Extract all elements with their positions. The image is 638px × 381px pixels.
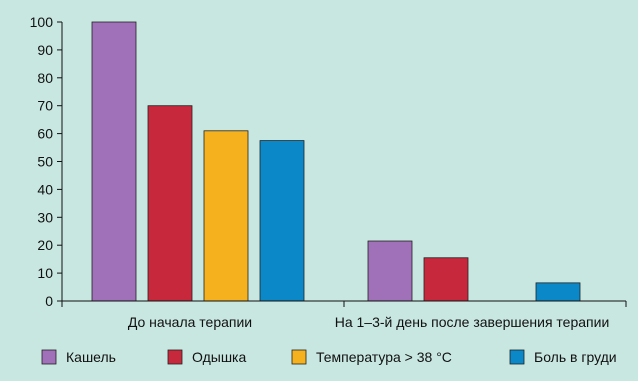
y-tick-label: 0 xyxy=(45,293,53,309)
y-tick-label: 80 xyxy=(37,70,53,86)
legend-swatch-4 xyxy=(509,349,525,365)
x-category-label: На 1–3-й день после завершения терапии xyxy=(335,314,610,330)
legend-label-3: Температура > 38 °C xyxy=(316,349,452,365)
y-tick-label: 10 xyxy=(37,265,53,281)
y-tick-label: 20 xyxy=(37,237,53,253)
legend-swatch-3 xyxy=(291,349,307,365)
legend-swatch-2 xyxy=(167,349,183,365)
bar-2-group-2 xyxy=(423,257,469,302)
bar-2-group-1 xyxy=(147,105,193,302)
bar-4-group-1 xyxy=(259,140,305,302)
legend-label-4: Боль в груди xyxy=(534,349,617,365)
y-tick-label: 50 xyxy=(37,154,53,170)
y-tick-label: 70 xyxy=(37,98,53,114)
bar-3-group-1 xyxy=(203,130,249,302)
y-tick-label: 40 xyxy=(37,181,53,197)
y-tick-label: 100 xyxy=(30,14,54,30)
bars-layer xyxy=(91,21,581,302)
legend-swatch-1 xyxy=(41,349,57,365)
legend-label-1: Кашель xyxy=(66,349,116,365)
y-tick-label: 30 xyxy=(37,209,53,225)
y-tick-label: 60 xyxy=(37,126,53,142)
bar-1-group-1 xyxy=(91,21,137,302)
bar-4-group-2 xyxy=(535,282,581,302)
y-tick-label: 90 xyxy=(37,42,53,58)
legend: Кашель Одышка Температура > 38 °C Боль в гр… xyxy=(41,349,617,365)
axis-layer: 0 10 20 30 40 50 60 70 80 90 100 До начала терапии Н… xyxy=(30,14,627,330)
legend-label-2: Одышка xyxy=(192,349,246,365)
x-category-label: До начала терапии xyxy=(128,314,252,330)
bar-1-group-2 xyxy=(367,240,413,302)
